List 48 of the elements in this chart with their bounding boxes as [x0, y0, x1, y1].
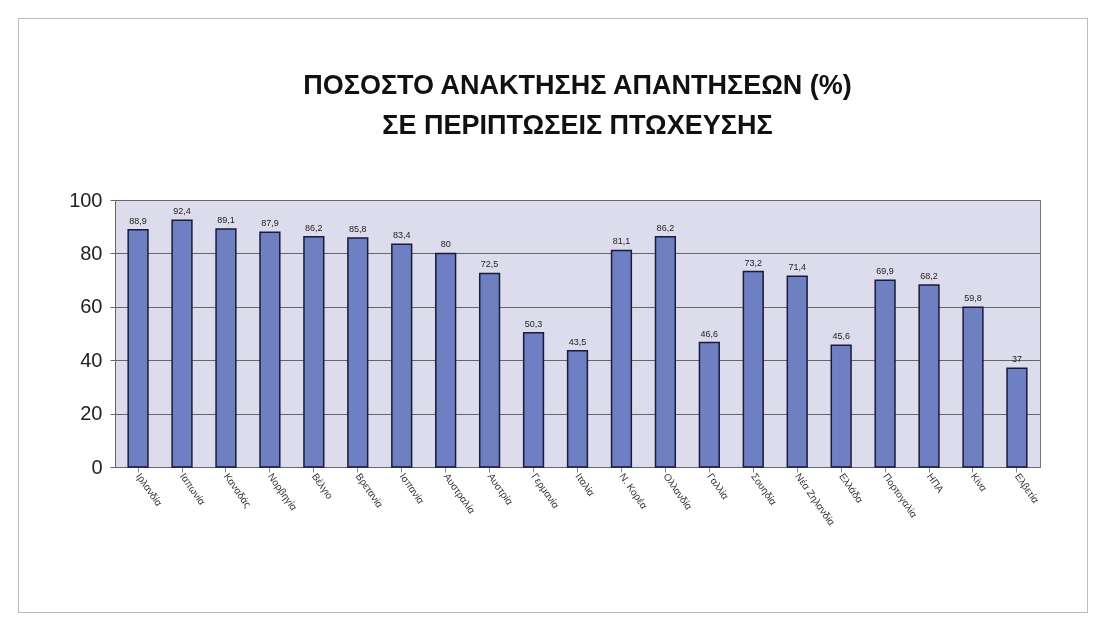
- bar: [478, 272, 501, 468]
- bar: [1006, 367, 1028, 468]
- data-label: 71,4: [788, 262, 806, 273]
- bar: [610, 249, 633, 468]
- data-label: 59,8: [964, 293, 982, 304]
- data-label: 72,5: [480, 259, 499, 270]
- bar: [786, 275, 808, 468]
- data-label: 85,8: [349, 223, 367, 234]
- bar: [391, 243, 413, 468]
- data-label: 45,6: [832, 331, 850, 342]
- bar: [874, 279, 896, 468]
- data-label: 86,2: [305, 222, 323, 233]
- bar: [171, 219, 193, 468]
- data-label: 68,2: [920, 270, 938, 281]
- bar: [127, 228, 149, 468]
- bar: [215, 228, 237, 468]
- data-label: 86,2: [656, 222, 675, 233]
- bar: [435, 252, 457, 468]
- y-tick-label: 0: [91, 455, 103, 478]
- bar: [566, 350, 589, 468]
- data-label: 73,2: [744, 257, 763, 268]
- bar: [522, 331, 545, 468]
- bar: [347, 237, 369, 468]
- data-label: 46,6: [700, 328, 719, 339]
- bar: [654, 236, 677, 468]
- y-tick-label: 80: [80, 241, 103, 264]
- bar: [830, 344, 852, 468]
- data-label: 43,5: [568, 336, 587, 347]
- y-tick-label: 20: [80, 402, 103, 425]
- data-label: 88,9: [129, 215, 147, 226]
- bar: [259, 231, 281, 468]
- y-tick-label: 40: [80, 348, 103, 371]
- data-label: 89,1: [217, 215, 235, 226]
- bar: [918, 284, 940, 468]
- data-label: 83,4: [392, 230, 411, 241]
- bar: [303, 236, 325, 468]
- data-label: 81,1: [612, 236, 631, 247]
- y-tick-label: 60: [80, 295, 103, 318]
- data-label: 80: [440, 239, 451, 250]
- chart-title: ΠΟΣΟΣΤΟ ΑΝΑΚΤΗΣΗΣ ΑΠΑΝΤΗΣΕΩΝ (%) ΣΕ ΠΕΡΙΠΤΩΣΕΙΣ ΠΤΩΧΕΥΣΗΣ: [303, 70, 852, 140]
- data-label: 69,9: [876, 266, 894, 277]
- bar: [698, 341, 720, 468]
- data-label: 87,9: [261, 218, 279, 229]
- bar: [742, 270, 764, 468]
- bar: [962, 306, 984, 468]
- data-label: 50,3: [524, 318, 543, 329]
- data-label: 92,4: [173, 206, 191, 217]
- y-tick-label: 100: [69, 188, 103, 211]
